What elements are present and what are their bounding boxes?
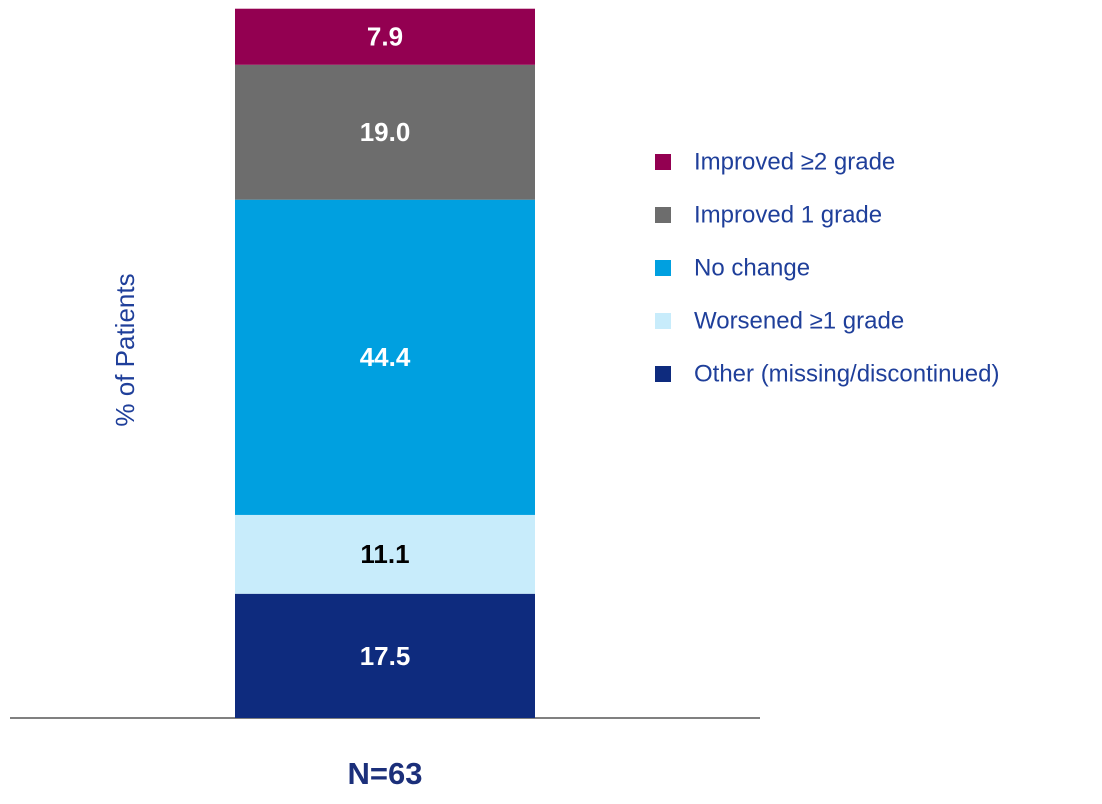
legend-swatch (655, 207, 671, 223)
legend-swatch (655, 366, 671, 382)
value-label: 11.1 (360, 539, 409, 569)
value-label: 7.9 (367, 22, 403, 52)
bar-segment (235, 514, 535, 594)
legend-swatch (655, 154, 671, 170)
legend-swatch (655, 313, 671, 329)
bar-segment (235, 64, 535, 200)
legend-label: Improved ≥2 grade (694, 148, 895, 175)
legend-label: Worsened ≥1 grade (694, 307, 904, 334)
bar-segment (235, 593, 535, 718)
value-label: 17.5 (360, 641, 411, 671)
legend-label: No change (694, 254, 810, 281)
x-tick-label: N=63 (348, 756, 423, 791)
bar-segment (235, 199, 535, 515)
legend-label: Improved 1 grade (694, 201, 882, 228)
y-axis-label: % of Patients (110, 273, 140, 426)
value-label: 44.4 (360, 342, 411, 372)
bar-segment (235, 8, 535, 65)
legend-swatch (655, 260, 671, 276)
legend-label: Other (missing/discontinued) (694, 360, 999, 387)
value-label: 19.0 (360, 117, 411, 147)
